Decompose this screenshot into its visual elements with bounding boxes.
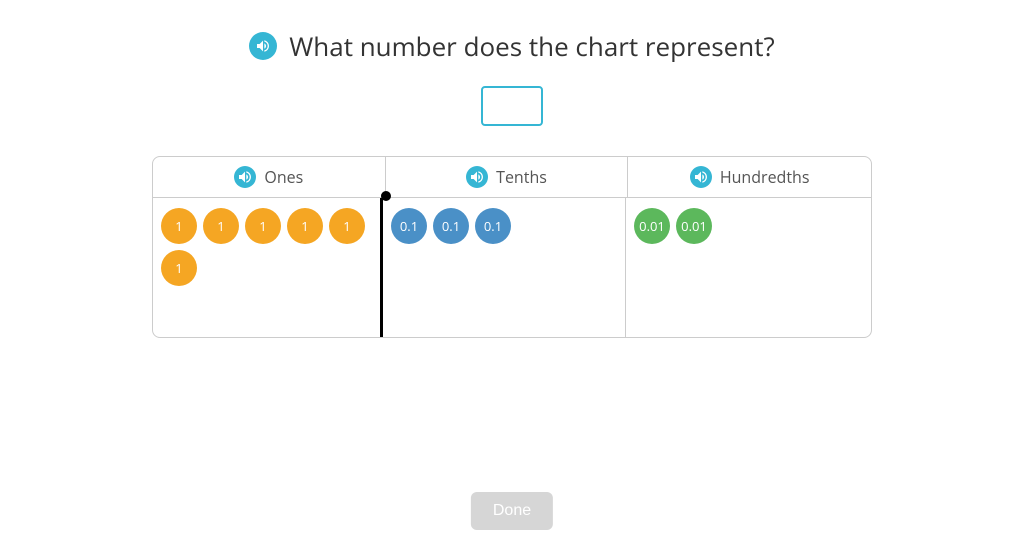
question-row: What number does the chart represent? [249,28,774,64]
value-chip: 1 [287,208,323,244]
value-chip: 0.01 [634,208,670,244]
chart-header: Ones Tenths Hundredths [153,157,871,197]
value-chip: 1 [245,208,281,244]
speaker-icon[interactable] [249,32,277,60]
speaker-icon[interactable] [234,166,256,188]
column-label: Hundredths [720,166,810,188]
value-chip: 0.1 [475,208,511,244]
column-label: Ones [264,166,303,188]
speaker-icon[interactable] [690,166,712,188]
value-chip: 1 [161,250,197,286]
value-chip: 0.1 [391,208,427,244]
chart-body: 1111110.10.10.10.010.01 [153,197,871,337]
column-header-hundredths: Hundredths [628,157,871,197]
speaker-icon[interactable] [466,166,488,188]
column-header-ones: Ones [153,157,386,197]
column-label: Tenths [496,166,547,188]
place-value-chart: OnesTenthsHundredths 1111110.10.10.10.01… [152,156,872,338]
value-chip: 1 [161,208,197,244]
column-body-ones: 111111 [153,198,383,337]
column-body-hundredths: 0.010.01 [626,198,869,337]
value-chip: 1 [329,208,365,244]
question-text: What number does the chart represent? [289,28,774,64]
value-chip: 0.1 [433,208,469,244]
column-header-tenths: Tenths [386,157,629,197]
done-button[interactable]: Done [471,492,553,530]
value-chip: 0.01 [676,208,712,244]
value-chip: 1 [203,208,239,244]
answer-input[interactable] [481,86,543,126]
column-body-tenths: 0.10.10.1 [383,198,626,337]
decimal-point [381,191,391,201]
